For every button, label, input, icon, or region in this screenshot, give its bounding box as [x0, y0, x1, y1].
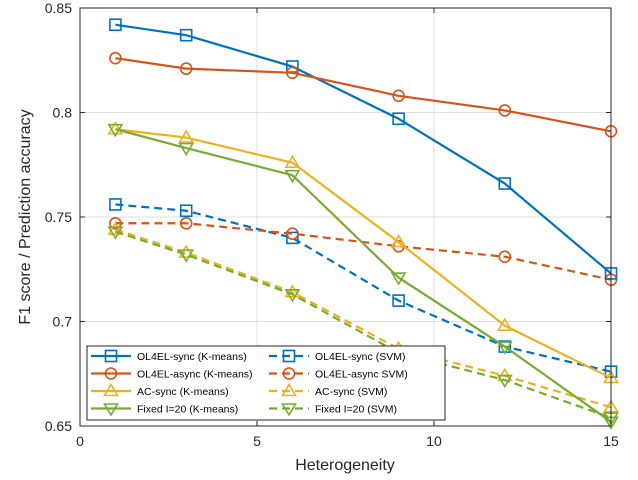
data-point — [178, 142, 195, 157]
x-tick-label: 0 — [76, 433, 84, 449]
x-tick-label: 10 — [426, 433, 442, 449]
data-point — [392, 294, 405, 307]
series-layer — [107, 18, 619, 430]
data-point — [286, 66, 299, 80]
legend-item: OL4EL-sync (K-means) — [91, 349, 247, 363]
data-point — [286, 231, 299, 245]
legend-label: AC-sync (SVM) — [315, 386, 387, 398]
y-tick-label: 0.8 — [53, 105, 73, 121]
data-point — [107, 121, 124, 135]
x-tick-label: 5 — [253, 433, 261, 449]
data-point — [107, 226, 124, 240]
data-point — [109, 18, 122, 32]
legend-marker — [281, 403, 297, 417]
series-line — [115, 57, 612, 133]
data-point — [498, 250, 512, 264]
data-point — [392, 112, 405, 126]
legend-item: AC-sync (K-means) — [91, 382, 229, 398]
legend-marker — [103, 403, 119, 417]
data-point — [179, 216, 193, 230]
data-point — [179, 204, 193, 218]
y-tick-label: 0.85 — [45, 0, 72, 16]
y-tick-label: 0.65 — [45, 418, 72, 434]
data-point — [109, 51, 122, 65]
legend-label: Fixed I=20 (K-means) — [137, 404, 238, 416]
data-point — [178, 244, 195, 258]
legend-item: OL4EL-async (K-means) — [91, 367, 253, 381]
legend-marker — [104, 349, 118, 363]
legend-label: OL4EL-sync (K-means) — [137, 351, 247, 363]
series-line — [115, 228, 612, 409]
series-line — [115, 222, 612, 281]
data-point — [392, 89, 405, 103]
data-point — [390, 272, 407, 286]
series-5 — [109, 198, 618, 378]
data-point — [107, 221, 124, 235]
series-line — [115, 128, 612, 423]
y-axis-label: F1 score / Prediction accuracy — [17, 109, 34, 324]
legend-label: OL4EL-async (K-means) — [137, 369, 253, 381]
legend-marker — [281, 382, 297, 397]
legend-item: Fixed I=20 (K-means) — [91, 403, 238, 417]
data-point — [284, 169, 301, 184]
data-point — [498, 104, 512, 117]
legend-item: OL4EL-async SVM) — [269, 367, 408, 381]
data-point — [390, 234, 407, 248]
y-tick-label: 0.75 — [45, 209, 72, 225]
data-point — [496, 374, 513, 389]
legend-item: AC-sync (SVM) — [269, 382, 387, 398]
x-axis-label: Heterogeneity — [295, 457, 395, 474]
data-point — [109, 216, 122, 230]
legend-marker — [282, 367, 296, 380]
series-line — [115, 230, 612, 419]
legend-label: Fixed I=20 (SVM) — [315, 404, 397, 416]
data-point — [284, 154, 301, 168]
legend-marker — [282, 349, 296, 363]
data-point — [109, 198, 122, 211]
legend-label: OL4EL-sync (SVM) — [315, 351, 405, 363]
data-point — [284, 289, 301, 303]
legend-item: Fixed I=20 (SVM) — [269, 403, 397, 417]
legend-box — [86, 345, 446, 421]
legend-label: AC-sync (K-means) — [137, 386, 229, 398]
data-point — [179, 62, 193, 75]
x-tick-label: 15 — [603, 433, 619, 449]
data-point — [178, 249, 195, 263]
series-line — [115, 203, 612, 373]
data-point — [286, 227, 299, 241]
series-4 — [107, 123, 619, 430]
legend-marker — [103, 382, 119, 397]
legend-marker — [104, 367, 118, 380]
series-3 — [107, 121, 619, 384]
legend: OL4EL-sync (K-means) OL4EL-async (K-means… — [86, 345, 446, 421]
legend-label: OL4EL-async SVM) — [315, 369, 408, 381]
data-point — [107, 123, 124, 138]
data-point — [498, 177, 512, 190]
data-point — [496, 317, 513, 331]
data-point — [284, 284, 301, 298]
ticks: 0 5 10 15 0.65 0.7 0.75 0.8 0.85 — [45, 0, 619, 449]
legend-item: OL4EL-sync (SVM) — [269, 349, 405, 363]
series-line — [115, 23, 612, 275]
data-point — [178, 129, 195, 143]
y-tick-label: 0.7 — [53, 314, 73, 330]
data-point — [496, 341, 513, 355]
data-point — [179, 28, 193, 42]
series-line — [115, 128, 612, 379]
